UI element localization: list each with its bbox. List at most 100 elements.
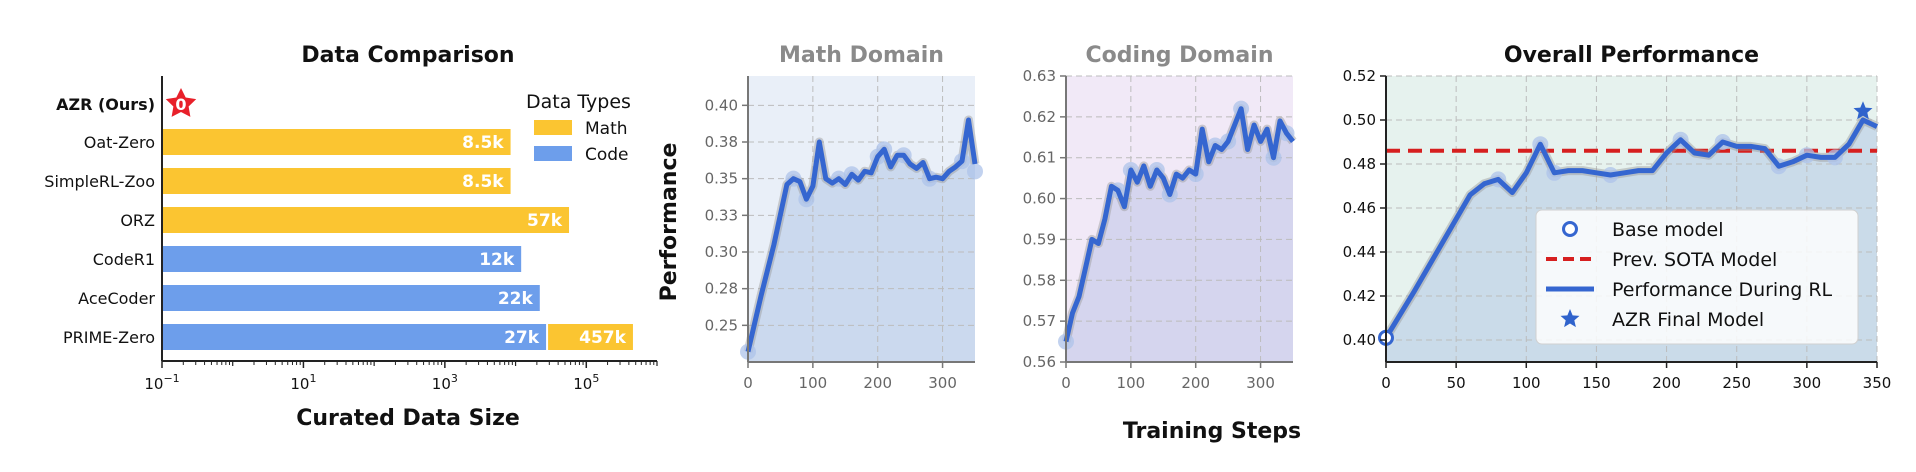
azr-badge-star bbox=[165, 88, 197, 117]
x-tick-label: 250 bbox=[1722, 374, 1751, 392]
y-tick-label: 0.35 bbox=[705, 170, 738, 188]
legend-label: Prev. SOTA Model bbox=[1612, 249, 1777, 271]
legend-label: Base model bbox=[1612, 219, 1723, 241]
bar-value-label: 27k bbox=[504, 328, 540, 348]
y-tick-label: 0.63 bbox=[1023, 67, 1056, 85]
legend-star-icon bbox=[1560, 309, 1580, 328]
azr-badge-value: 0 bbox=[175, 95, 186, 114]
math-domain-panel: Math Domain 0 100 200 300 0.25 0.28 0.30 0.33 0.3… bbox=[705, 43, 983, 392]
bar-value-label: 8.5k bbox=[462, 172, 504, 192]
y-tick-label: 0.30 bbox=[705, 243, 738, 261]
y-tick-label: 0.48 bbox=[1343, 155, 1376, 173]
azr-final-marker bbox=[1853, 101, 1873, 120]
x-tick-label: 0 bbox=[1061, 374, 1071, 392]
bar-code bbox=[162, 324, 547, 350]
legend-swatch-code bbox=[534, 146, 572, 161]
data-comparison-panel: Data Comparison 0 8.5k 8.5k 57k 12k 22k 27k 457… bbox=[44, 43, 658, 431]
bar-value-label: 22k bbox=[498, 289, 534, 309]
x-tick-label: 100 bbox=[799, 374, 828, 392]
coding-domain-panel: Coding Domain 0 100 200 300 0.56 0.57 0.58 0.59 0… bbox=[1023, 43, 1297, 392]
legend-swatch-math bbox=[534, 120, 572, 135]
x-tick-label: 200 bbox=[1652, 374, 1681, 392]
data-comparison-bars: 0 8.5k 8.5k 57k 12k 22k 27k 457k bbox=[162, 88, 633, 350]
category-label: SimpleRL-Zoo bbox=[44, 172, 155, 191]
x-tick-label: 300 bbox=[1793, 374, 1822, 392]
series-line bbox=[745, 117, 978, 353]
y-tick-label: 0.57 bbox=[1023, 312, 1056, 330]
y-tick-label: 0.60 bbox=[1023, 190, 1056, 208]
y-tick-label: 0.50 bbox=[1343, 111, 1376, 129]
area-fill bbox=[1066, 108, 1293, 362]
y-tick-label: 0.61 bbox=[1023, 149, 1056, 167]
overall-performance-panel: Overall Performance 0 50 100 150 200 250 300 350… bbox=[1343, 43, 1892, 392]
bar-value-label: 57k bbox=[527, 211, 563, 231]
legend-box bbox=[1535, 209, 1859, 345]
y-tick-label: 0.59 bbox=[1023, 230, 1056, 248]
legend-label-code: Code bbox=[585, 145, 629, 165]
legend-label-math: Math bbox=[585, 119, 628, 139]
category-label: AceCoder bbox=[78, 289, 155, 308]
legend-title: Data Types bbox=[526, 91, 631, 113]
y-tick-label: 0.58 bbox=[1023, 271, 1056, 289]
y-tick-label: 0.40 bbox=[1343, 331, 1376, 349]
panel-title: Overall Performance bbox=[1504, 43, 1759, 68]
x-tick-label: 150 bbox=[1582, 374, 1611, 392]
y-tick-label: 0.42 bbox=[1343, 287, 1376, 305]
x-tick-label: 350 bbox=[1863, 374, 1892, 392]
y-tick-label: 0.25 bbox=[705, 316, 738, 334]
x-tick-label: 103 bbox=[432, 372, 458, 393]
y-tick-label: 0.38 bbox=[705, 133, 738, 151]
bar-value-label: 8.5k bbox=[462, 133, 504, 153]
bar-value-label: 12k bbox=[479, 250, 515, 270]
x-tick-label: 105 bbox=[573, 372, 599, 393]
legend-label: Performance During RL bbox=[1612, 279, 1833, 301]
data-comparison-xlabel: Curated Data Size bbox=[296, 406, 520, 431]
y-tick-label: 0.52 bbox=[1343, 67, 1376, 85]
panel-title: Math Domain bbox=[779, 43, 944, 68]
bar-math bbox=[162, 129, 511, 155]
x-tick-label: 300 bbox=[928, 374, 957, 392]
y-tick-label: 0.28 bbox=[705, 280, 738, 298]
category-label: AZR (Ours) bbox=[56, 95, 155, 114]
data-types-legend: Data Types Math Code bbox=[526, 91, 631, 165]
area-fill bbox=[748, 120, 975, 362]
x-tick-label: 100 bbox=[1117, 374, 1146, 392]
data-comparison-ylabels: AZR (Ours) Oat-Zero SimpleRL-Zoo ORZ CodeR1 A… bbox=[44, 95, 155, 347]
bar-math bbox=[162, 168, 511, 194]
bar-code bbox=[162, 285, 540, 311]
legend-base-model-icon bbox=[1562, 221, 1578, 237]
y-tick-label: 0.46 bbox=[1343, 199, 1376, 217]
y-tick-label: 0.33 bbox=[705, 206, 738, 224]
shared-ylabel: Performance bbox=[657, 143, 682, 302]
data-comparison-xticks: 10−1 101 103 105 bbox=[144, 361, 658, 393]
y-tick-label: 0.40 bbox=[705, 96, 738, 114]
series-line bbox=[1383, 117, 1879, 340]
x-tick-label: 200 bbox=[1181, 374, 1210, 392]
data-marker bbox=[967, 163, 983, 180]
bar-value-label: 457k bbox=[579, 328, 626, 348]
y-tick-label: 0.44 bbox=[1343, 243, 1376, 261]
series-line bbox=[1063, 106, 1295, 343]
category-label: CodeR1 bbox=[93, 250, 155, 269]
bar-math bbox=[162, 207, 570, 233]
category-label: Oat-Zero bbox=[84, 133, 155, 152]
panel-title: Coding Domain bbox=[1086, 43, 1274, 68]
x-tick-label: 101 bbox=[290, 372, 316, 393]
x-tick-label: 0 bbox=[1381, 374, 1391, 392]
x-tick-label: 0 bbox=[743, 374, 753, 392]
category-label: ORZ bbox=[120, 211, 155, 230]
x-tick-label: 200 bbox=[863, 374, 892, 392]
y-tick-label: 0.62 bbox=[1023, 108, 1056, 126]
data-comparison-title: Data Comparison bbox=[301, 43, 514, 68]
bar-code bbox=[162, 246, 522, 272]
shared-xlabel: Training Steps bbox=[1123, 419, 1301, 444]
x-tick-label: 100 bbox=[1512, 374, 1541, 392]
category-label: PRIME-Zero bbox=[63, 328, 155, 347]
x-tick-label: 50 bbox=[1447, 374, 1466, 392]
bar-math bbox=[548, 324, 633, 350]
legend-label: AZR Final Model bbox=[1612, 309, 1764, 331]
y-tick-label: 0.56 bbox=[1023, 353, 1056, 371]
x-tick-label: 10−1 bbox=[144, 372, 179, 393]
x-tick-label: 300 bbox=[1246, 374, 1275, 392]
